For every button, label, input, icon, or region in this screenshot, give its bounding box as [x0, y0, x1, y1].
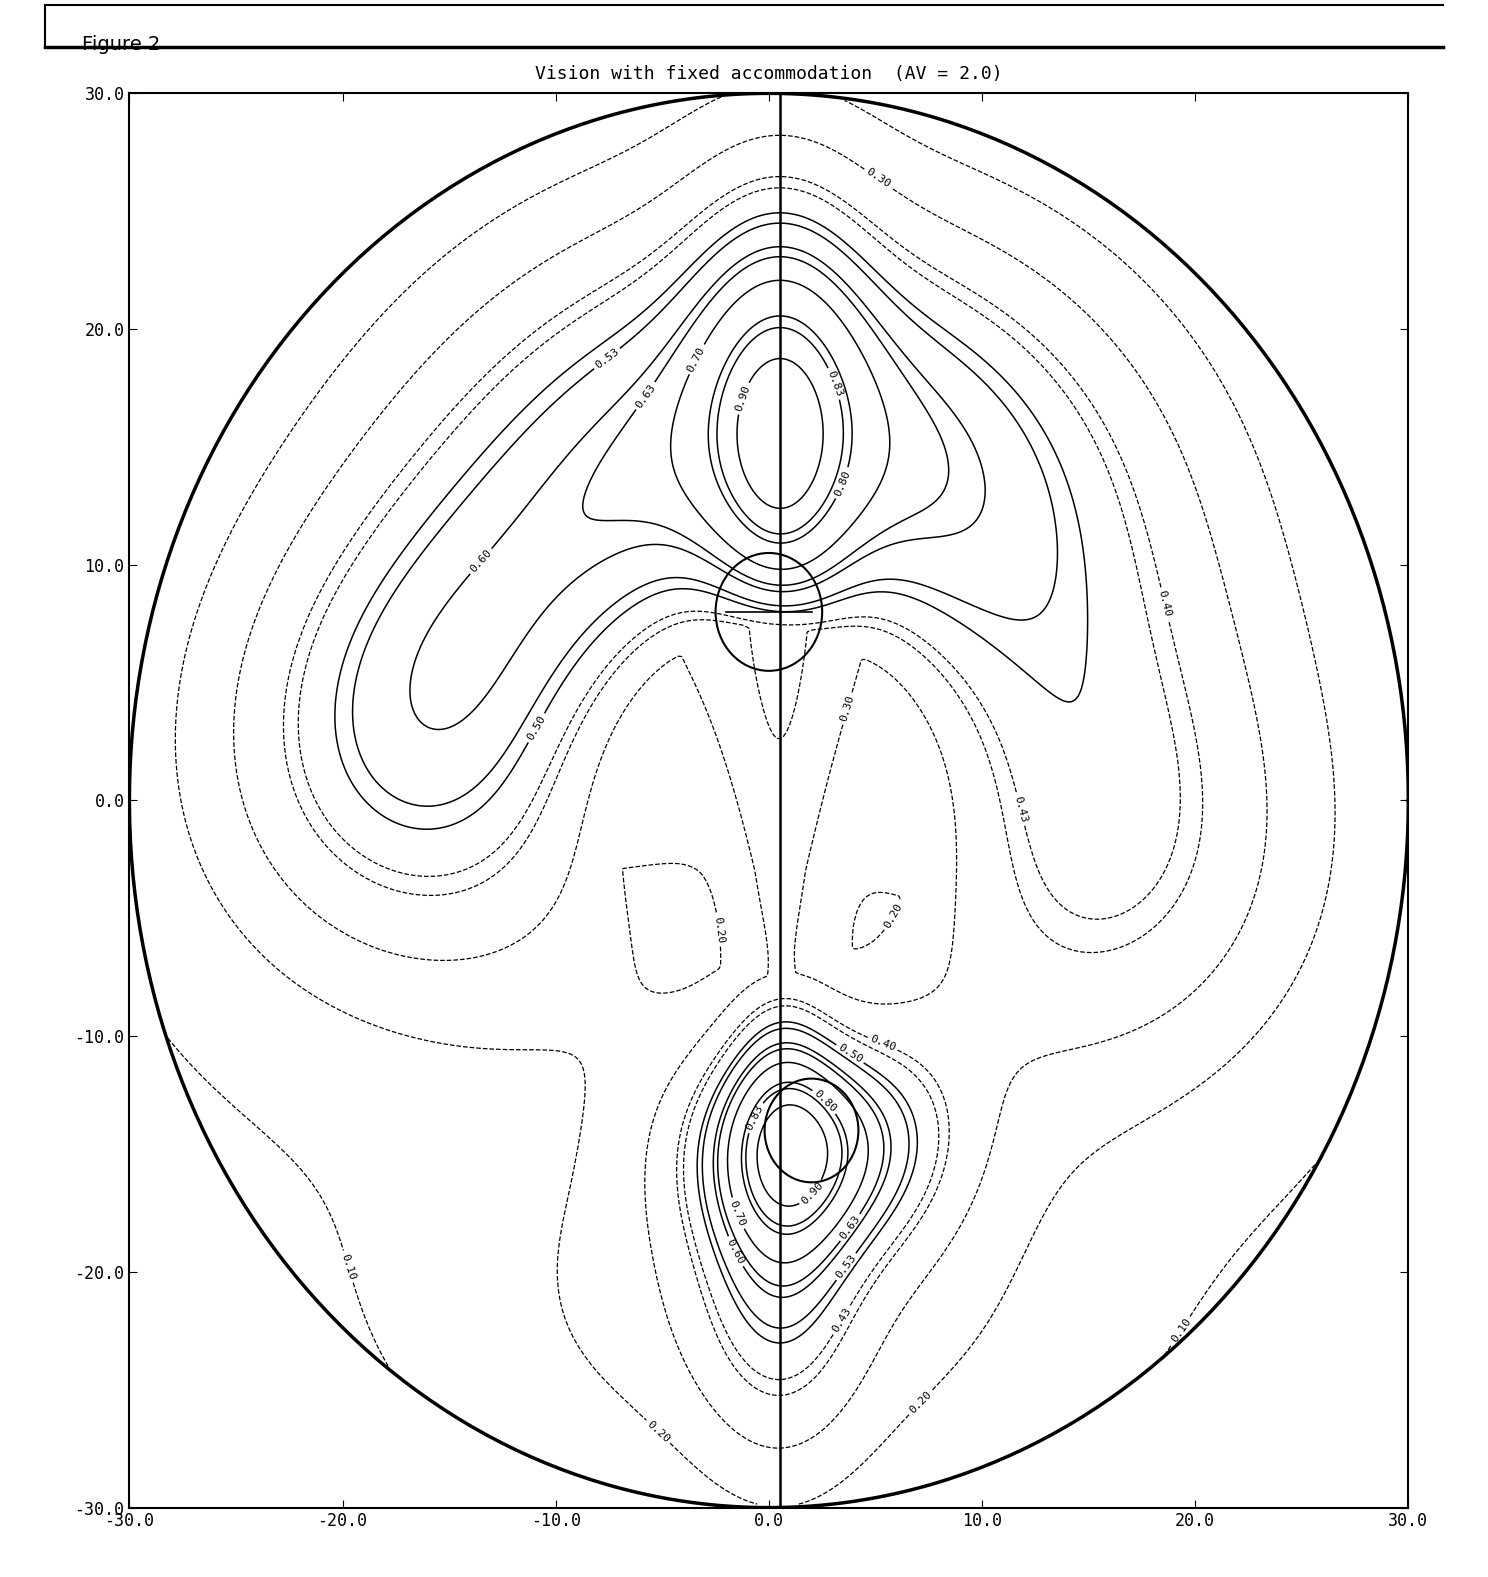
- Text: 0.83: 0.83: [826, 369, 844, 397]
- Text: 0.50: 0.50: [525, 714, 548, 743]
- Text: 0.60: 0.60: [725, 1238, 745, 1266]
- Text: 0.30: 0.30: [863, 167, 891, 191]
- Text: 0.43: 0.43: [830, 1306, 853, 1334]
- Text: Figure 2: Figure 2: [82, 35, 161, 54]
- Text: 0.53: 0.53: [594, 347, 620, 371]
- Text: 0.60: 0.60: [469, 547, 494, 574]
- Text: 0.80: 0.80: [833, 468, 853, 498]
- Text: 0.43: 0.43: [1012, 795, 1028, 823]
- Text: 0.50: 0.50: [836, 1042, 865, 1066]
- Text: 0.40: 0.40: [869, 1035, 897, 1053]
- Text: 0.90: 0.90: [734, 383, 751, 413]
- Text: 0.70: 0.70: [728, 1199, 747, 1228]
- Text: 0.83: 0.83: [744, 1102, 765, 1132]
- Text: 0.63: 0.63: [634, 382, 658, 410]
- Text: 0.63: 0.63: [838, 1214, 863, 1241]
- Text: 0.40: 0.40: [1156, 590, 1173, 618]
- Text: 0.30: 0.30: [839, 694, 856, 722]
- Text: 0.70: 0.70: [686, 345, 707, 374]
- Text: 0.20: 0.20: [713, 916, 726, 945]
- Text: 0.53: 0.53: [835, 1252, 859, 1281]
- Title: Vision with fixed accommodation  (AV = 2.0): Vision with fixed accommodation (AV = 2.…: [536, 66, 1003, 84]
- Text: 0.10: 0.10: [1170, 1317, 1193, 1344]
- Text: 0.20: 0.20: [644, 1419, 671, 1445]
- Text: 0.20: 0.20: [882, 902, 905, 930]
- Text: 0.90: 0.90: [799, 1180, 826, 1206]
- Text: 0.80: 0.80: [812, 1088, 838, 1113]
- Text: 0.10: 0.10: [339, 1252, 357, 1281]
- Text: 0.20: 0.20: [908, 1389, 934, 1415]
